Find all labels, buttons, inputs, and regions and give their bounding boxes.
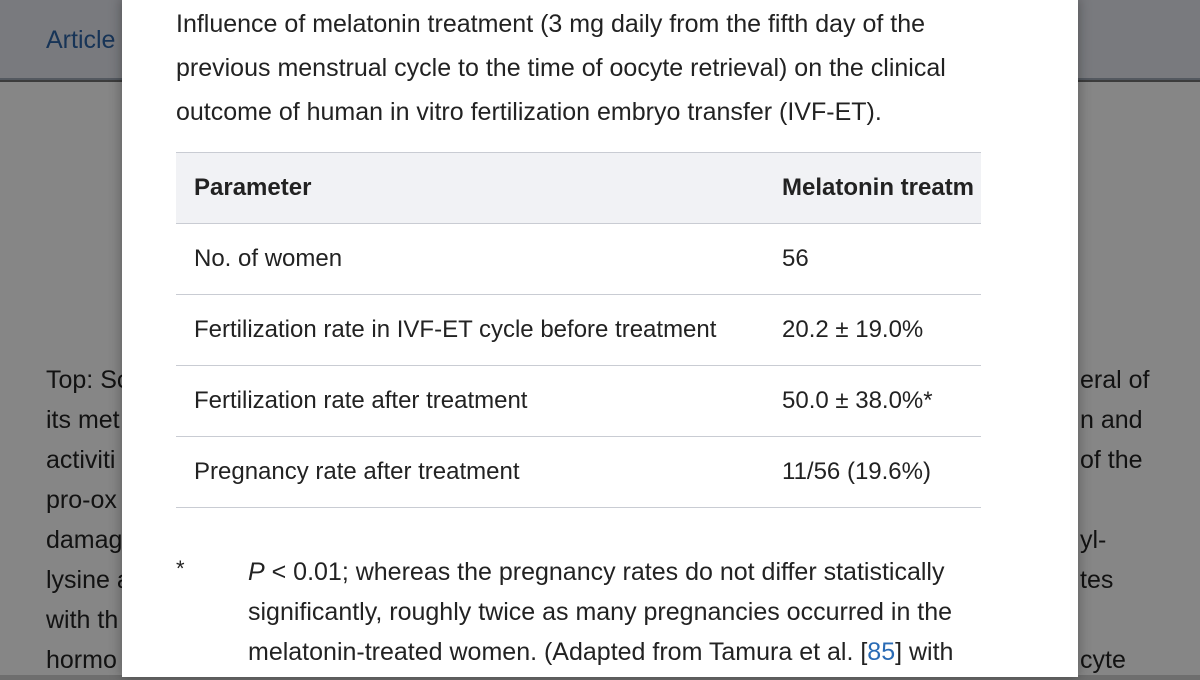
- article-text-line: its met: [46, 406, 120, 434]
- parameter-cell: Pregnancy rate after treatment: [176, 436, 764, 508]
- article-text-line: Top: Sc: [46, 366, 130, 394]
- table-caption: Influence of melatonin treatment (3 mg d…: [176, 10, 946, 126]
- table-row: No. of women 56: [176, 223, 981, 295]
- parameter-cell: No. of women: [176, 223, 764, 295]
- article-text-line: n and: [1080, 406, 1143, 434]
- footnote-mark: *: [176, 556, 185, 581]
- table-header-row: Parameter Melatonin treatm: [176, 152, 981, 224]
- article-text-line: yl-: [1080, 526, 1107, 554]
- article-text-line: tes: [1080, 566, 1114, 594]
- parameter-cell: Fertilization rate after treatment: [176, 365, 764, 437]
- column-header-parameter: Parameter: [176, 152, 764, 224]
- table-row: Pregnancy rate after treatment 11/56 (19…: [176, 436, 981, 508]
- value-cell: 11/56 (19.6%): [764, 436, 981, 508]
- article-tab[interactable]: Article: [46, 26, 116, 54]
- article-text-line: of the: [1080, 446, 1143, 474]
- table-modal: Influence of melatonin treatment (3 mg d…: [122, 0, 1078, 677]
- column-header-melatonin: Melatonin treatm: [764, 152, 981, 224]
- value-cell: 56: [764, 223, 981, 295]
- table-row: Fertilization rate after treatment 50.0 …: [176, 365, 981, 437]
- article-text-line: lysine a: [46, 566, 131, 594]
- article-text-line: hormo: [46, 646, 117, 674]
- article-text-line: activiti: [46, 446, 116, 474]
- table-scroll-area[interactable]: Parameter Melatonin treatm No. of women …: [176, 152, 981, 508]
- parameter-cell: Fertilization rate in IVF-ET cycle befor…: [176, 294, 764, 366]
- article-text-line: with th: [46, 606, 119, 634]
- reference-link[interactable]: 85: [867, 638, 896, 666]
- results-table: Parameter Melatonin treatm No. of women …: [176, 152, 981, 508]
- p-value-label: P: [248, 558, 265, 586]
- article-text-line: cyte: [1080, 646, 1126, 674]
- value-cell: 20.2 ± 19.0%: [764, 294, 981, 366]
- table-row: Fertilization rate in IVF-ET cycle befor…: [176, 294, 981, 366]
- article-text-line: eral of: [1080, 366, 1150, 394]
- footnote-body: < 0.01; whereas the pregnancy rates do n…: [248, 558, 953, 666]
- article-text-line: damag: [46, 526, 123, 554]
- footnote-tail: ] with: [895, 638, 954, 666]
- value-cell: 50.0 ± 38.0%*: [764, 365, 981, 437]
- footnote-text: P < 0.01; whereas the pregnancy rates do…: [248, 552, 1038, 672]
- article-text-line: pro-ox: [46, 486, 117, 514]
